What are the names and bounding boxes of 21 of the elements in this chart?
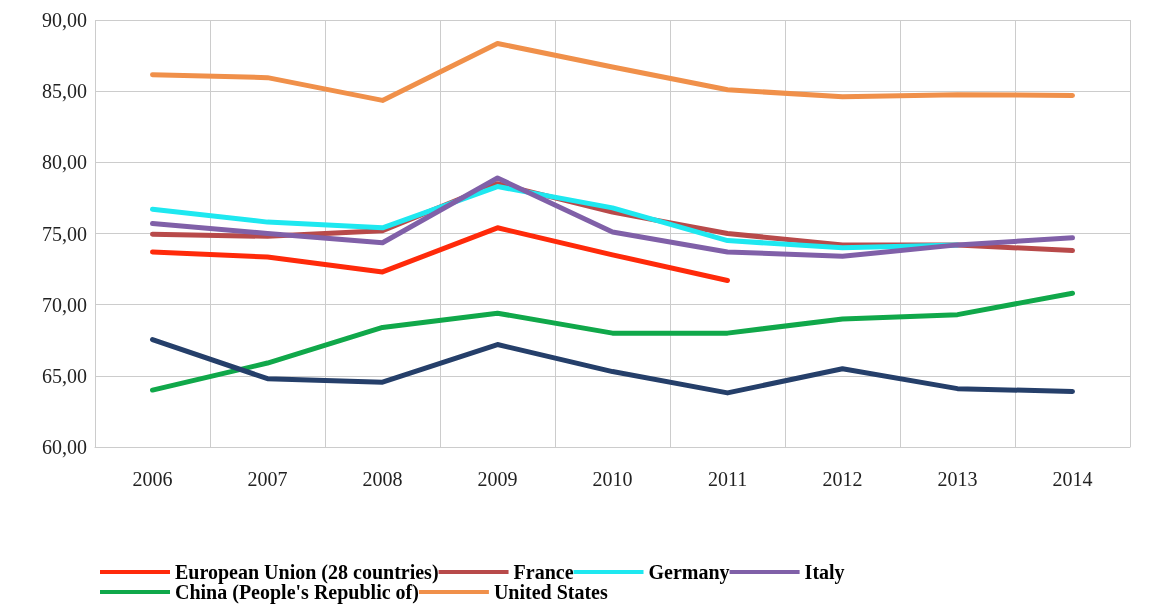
legend-label: European Union (28 countries) bbox=[175, 561, 439, 584]
x-tick-label: 2007 bbox=[247, 468, 288, 490]
x-tick-label: 2011 bbox=[707, 468, 748, 490]
legend-label: France bbox=[513, 561, 574, 583]
y-tick-label: 60,00 bbox=[42, 436, 87, 458]
y-tick-label: 90,00 bbox=[42, 9, 87, 31]
y-tick-label: 65,00 bbox=[42, 364, 87, 387]
legend-label: Germany bbox=[648, 561, 730, 584]
x-tick-label: 2014 bbox=[1052, 468, 1093, 490]
legend-label: United States bbox=[493, 581, 608, 603]
y-tick-label: 85,00 bbox=[42, 80, 87, 103]
x-tick-label: 2010 bbox=[592, 468, 633, 490]
legend-label: Italy bbox=[804, 561, 845, 584]
x-tick-label: 2008 bbox=[362, 468, 403, 490]
x-tick-label: 2009 bbox=[477, 468, 518, 490]
y-tick-label: 70,00 bbox=[42, 293, 87, 316]
y-tick-label: 80,00 bbox=[42, 151, 87, 174]
y-tick-label: 75,00 bbox=[42, 222, 87, 245]
x-tick-label: 2013 bbox=[937, 468, 978, 490]
x-tick-label: 2012 bbox=[822, 468, 863, 490]
x-tick-label: 2006 bbox=[132, 468, 173, 490]
